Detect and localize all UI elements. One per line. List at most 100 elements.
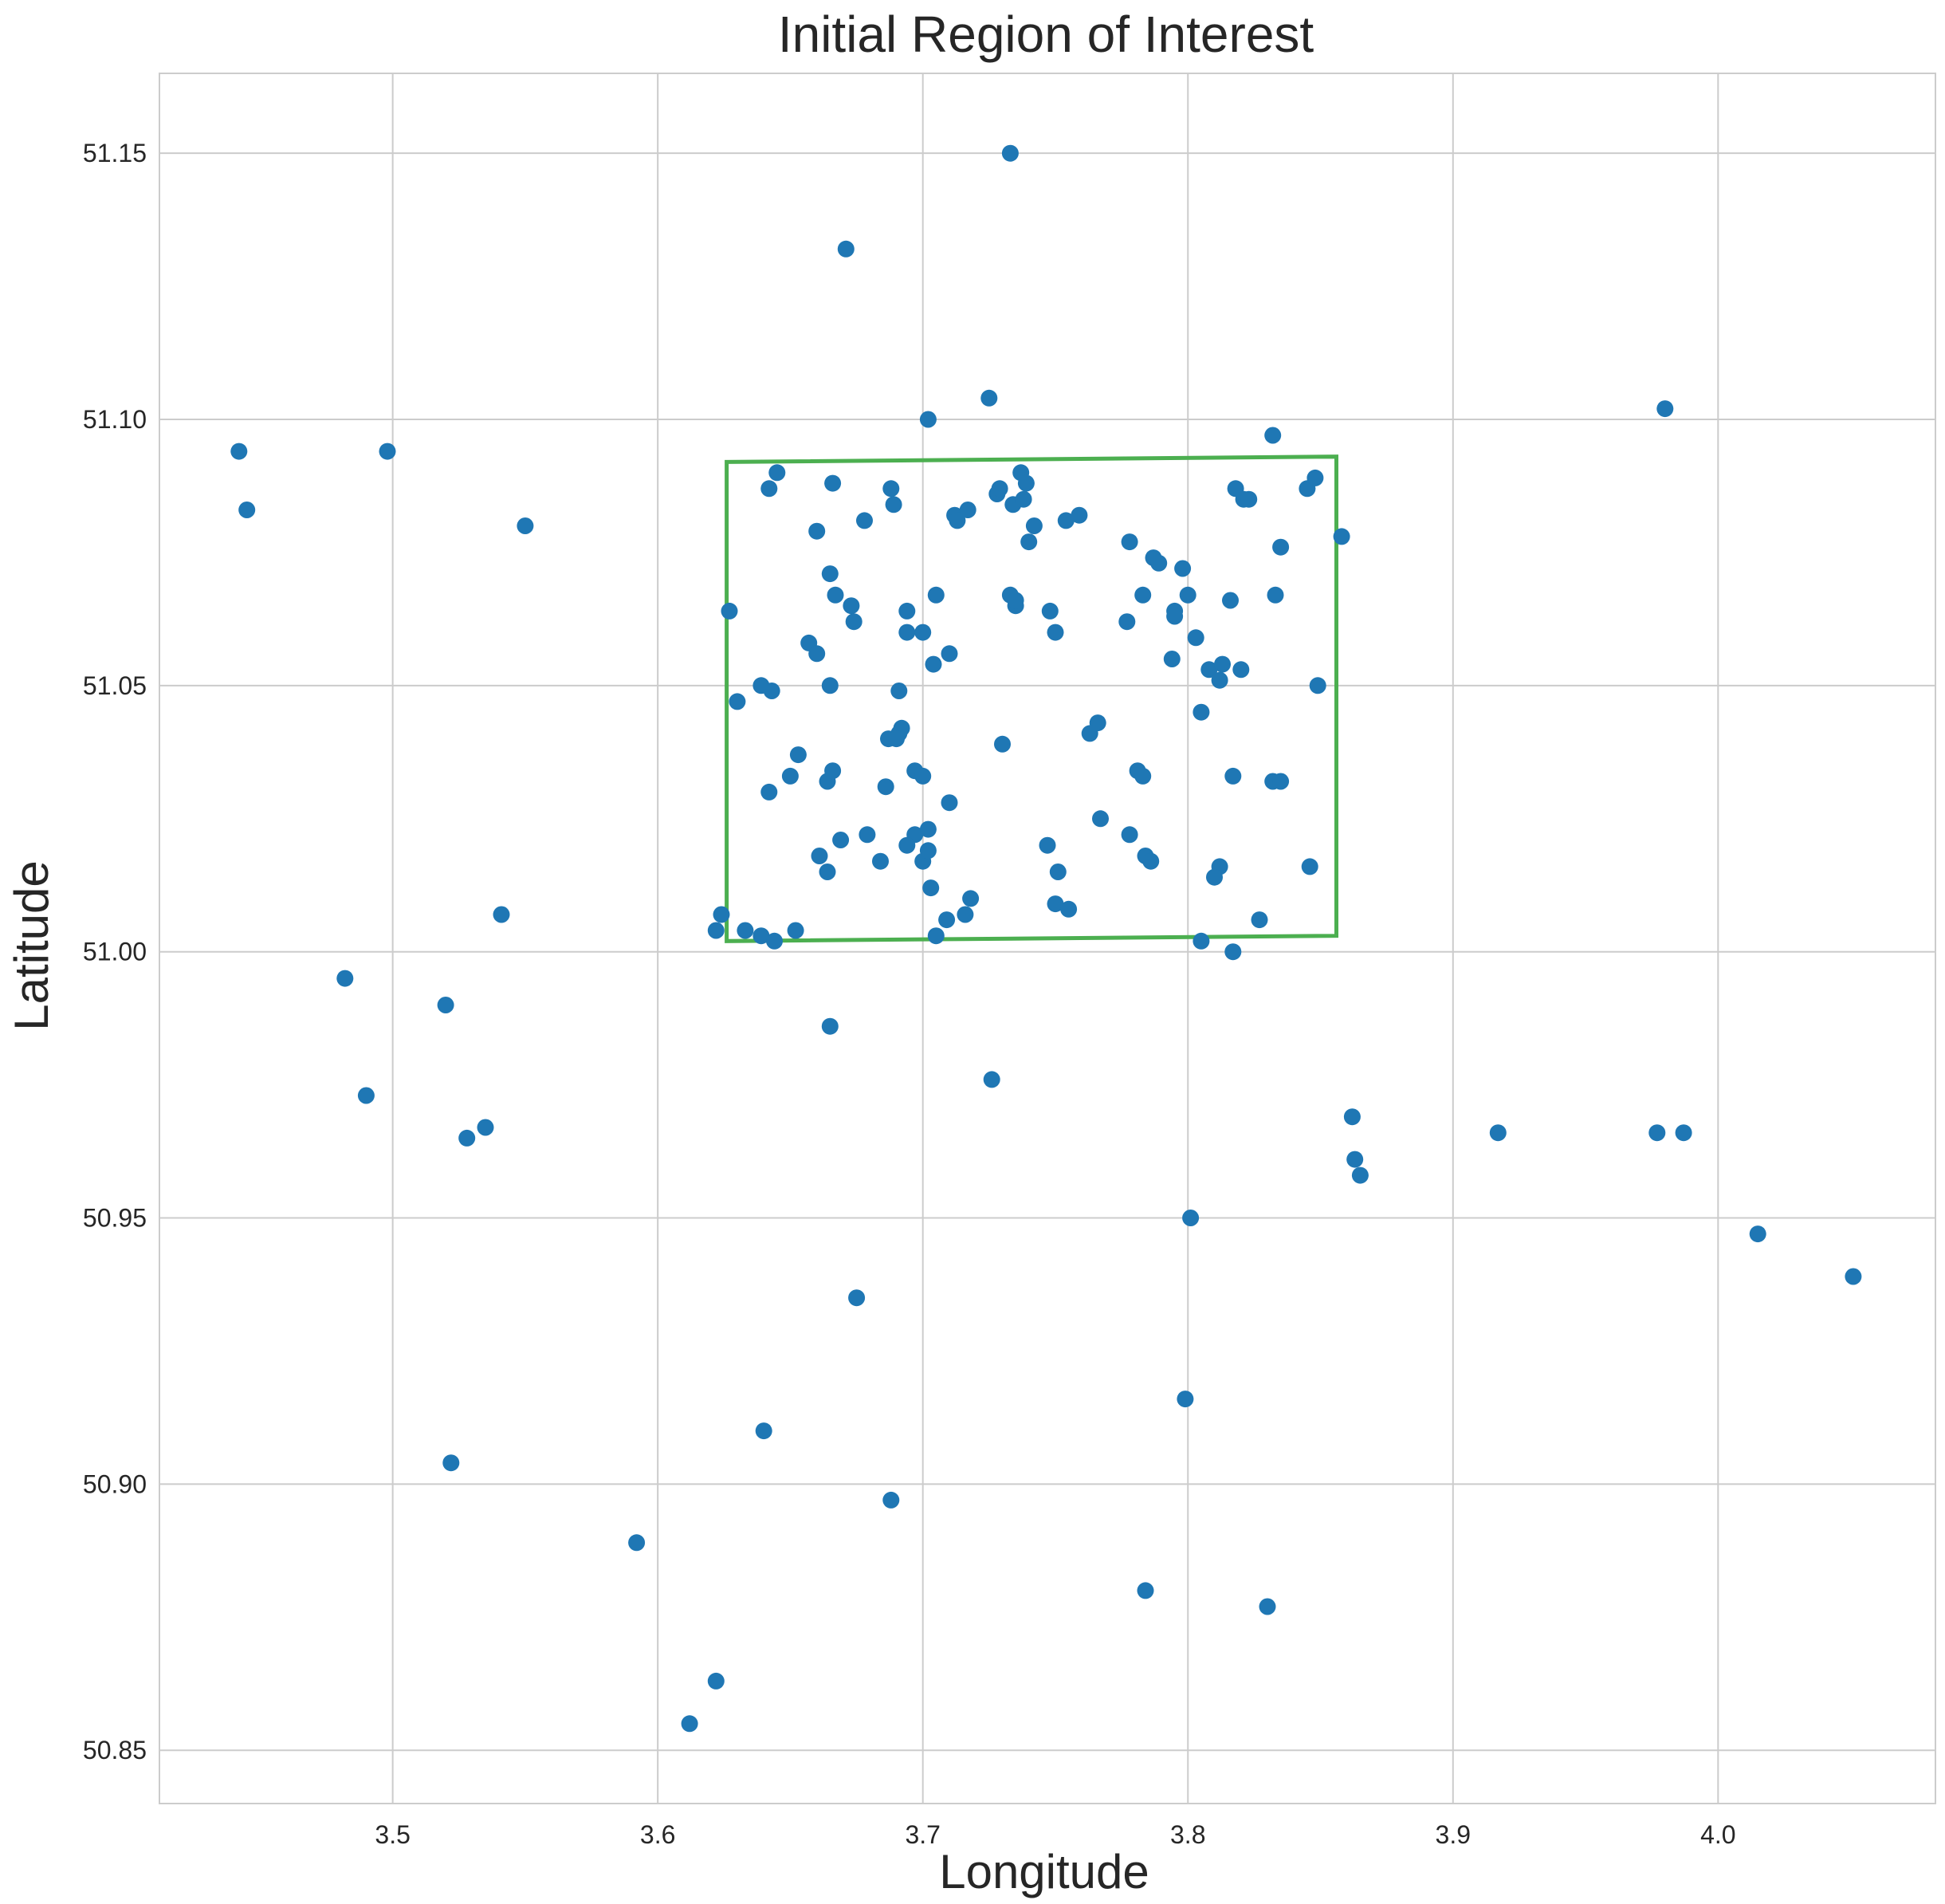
data-point	[1193, 703, 1210, 721]
y-axis-label: Latitude	[5, 860, 58, 1031]
data-point	[787, 922, 804, 939]
data-point	[1179, 586, 1196, 604]
data-point	[707, 922, 725, 939]
data-point	[983, 1071, 1000, 1088]
data-point	[493, 906, 510, 923]
data-point	[1049, 863, 1067, 880]
data-point	[1174, 560, 1192, 577]
data-point	[941, 645, 958, 663]
data-point	[760, 480, 778, 498]
data-point	[1309, 677, 1326, 694]
data-point	[890, 683, 908, 699]
data-point	[991, 480, 1008, 498]
data-point	[856, 512, 873, 529]
data-point	[885, 496, 902, 513]
data-point	[628, 1534, 646, 1552]
data-point	[1020, 533, 1038, 551]
data-point	[994, 735, 1011, 753]
data-point	[1025, 517, 1043, 534]
data-point	[760, 783, 778, 801]
data-point	[729, 693, 746, 710]
data-point	[877, 778, 894, 796]
data-point	[1301, 858, 1318, 875]
data-point	[919, 842, 937, 860]
region-group	[725, 454, 1338, 943]
data-point	[824, 474, 842, 492]
plot-frame	[159, 73, 1936, 1804]
data-point	[1015, 490, 1032, 508]
data-point	[1224, 943, 1242, 961]
data-point	[707, 1672, 725, 1690]
data-point	[1351, 1166, 1369, 1184]
data-point	[477, 1119, 494, 1136]
data-point	[737, 922, 754, 939]
data-point	[1137, 1582, 1154, 1599]
data-point	[766, 932, 783, 950]
data-point	[1214, 655, 1231, 673]
data-point	[1007, 592, 1024, 609]
data-point	[1206, 868, 1223, 886]
data-point	[1150, 554, 1168, 572]
data-point	[898, 624, 916, 641]
data-point	[827, 586, 844, 604]
data-point	[1648, 1124, 1666, 1142]
region-of-interest-polygon	[725, 454, 1338, 943]
data-point	[914, 624, 932, 641]
data-point	[898, 602, 916, 620]
x-tick-label: 3.7	[905, 1820, 940, 1849]
data-point	[914, 767, 932, 785]
x-tick-label: 3.5	[375, 1820, 410, 1849]
data-point	[1047, 624, 1064, 641]
data-point	[1264, 427, 1282, 444]
data-point	[872, 852, 889, 870]
data-point	[808, 522, 826, 540]
data-point	[1177, 1391, 1194, 1408]
data-point	[949, 512, 966, 529]
x-tick-label: 3.8	[1170, 1820, 1205, 1849]
data-point	[957, 906, 974, 923]
data-point	[1232, 661, 1250, 679]
data-point	[789, 746, 807, 764]
data-point	[811, 848, 828, 864]
data-point	[919, 411, 937, 428]
data-point	[1675, 1124, 1692, 1142]
data-point	[898, 836, 916, 854]
data-point	[1845, 1268, 1862, 1285]
y-tick-label: 51.15	[83, 139, 147, 167]
data-point	[824, 762, 842, 780]
data-point	[888, 730, 905, 748]
data-point	[442, 1454, 460, 1472]
data-point	[1071, 506, 1088, 524]
grid-lines	[159, 73, 1935, 1804]
y-tick-label: 51.10	[83, 405, 147, 434]
data-point	[238, 502, 256, 518]
data-point	[882, 1491, 900, 1509]
data-point	[1343, 1108, 1361, 1126]
data-point	[721, 602, 738, 620]
x-tick-label: 3.6	[640, 1820, 675, 1849]
data-point	[1333, 528, 1350, 545]
data-point	[517, 517, 534, 534]
data-point	[922, 879, 940, 897]
data-point	[819, 863, 836, 880]
data-point	[1060, 900, 1078, 918]
data-point	[1200, 661, 1218, 679]
data-point	[859, 826, 876, 844]
data-point	[959, 502, 976, 518]
data-point	[781, 767, 799, 785]
y-tick-label: 51.05	[83, 671, 147, 700]
data-point	[1251, 911, 1268, 929]
data-point	[1057, 512, 1075, 529]
data-point	[1001, 144, 1019, 162]
data-point	[843, 597, 860, 615]
data-point	[1017, 474, 1035, 492]
data-point	[837, 240, 855, 258]
data-point	[1041, 602, 1059, 620]
data-point	[1092, 810, 1109, 828]
data-point	[938, 911, 956, 929]
data-point	[1656, 400, 1674, 418]
points-group	[230, 144, 1862, 1733]
y-tick-label: 50.90	[83, 1469, 147, 1498]
x-tick-labels: 3.5 3.6 3.7 3.8 3.9 4.0	[375, 1820, 1735, 1849]
data-point	[1259, 1598, 1276, 1615]
